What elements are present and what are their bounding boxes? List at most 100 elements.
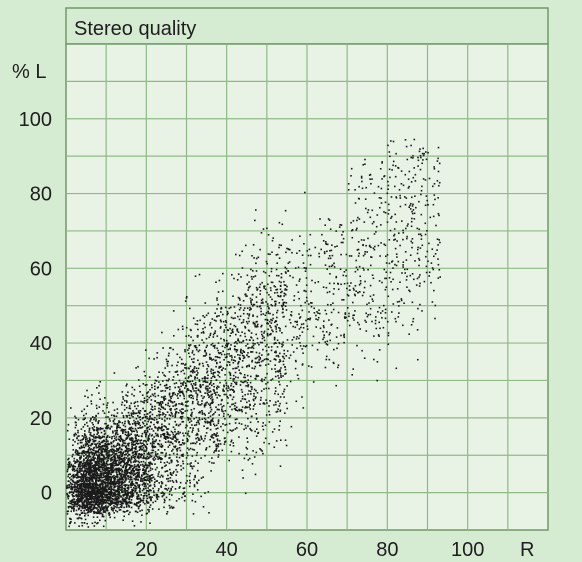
scatter-point xyxy=(135,460,138,462)
scatter-point xyxy=(113,486,115,489)
scatter-point xyxy=(132,495,135,497)
scatter-point xyxy=(350,282,352,284)
scatter-point xyxy=(136,482,138,484)
scatter-point xyxy=(122,416,125,419)
scatter-point xyxy=(312,335,315,338)
scatter-point xyxy=(87,526,90,528)
scatter-point xyxy=(97,508,100,511)
scatter-point xyxy=(380,197,382,199)
scatter-point xyxy=(383,268,386,271)
scatter-point xyxy=(425,265,428,268)
scatter-point xyxy=(248,400,250,402)
scatter-point xyxy=(121,391,124,393)
scatter-point xyxy=(97,412,100,415)
scatter-point xyxy=(262,422,264,424)
scatter-point xyxy=(146,384,148,386)
scatter-point xyxy=(247,352,249,354)
scatter-point xyxy=(176,471,179,473)
scatter-point xyxy=(88,431,90,433)
scatter-point xyxy=(144,479,147,481)
scatter-point xyxy=(108,486,111,489)
scatter-point xyxy=(147,483,149,485)
scatter-point xyxy=(137,484,139,486)
scatter-point xyxy=(421,162,423,165)
scatter-point xyxy=(436,249,438,251)
scatter-point xyxy=(76,505,78,508)
scatter-point xyxy=(402,266,404,268)
scatter-point xyxy=(257,421,259,423)
scatter-point xyxy=(426,230,428,232)
scatter-point xyxy=(118,426,120,429)
scatter-point xyxy=(100,452,102,454)
scatter-point xyxy=(74,488,76,490)
scatter-point xyxy=(184,401,187,403)
scatter-point xyxy=(261,301,264,304)
scatter-point xyxy=(139,490,141,492)
scatter-point xyxy=(261,335,264,337)
scatter-point xyxy=(98,406,101,408)
scatter-point xyxy=(89,475,91,477)
scatter-point xyxy=(171,494,173,496)
scatter-point xyxy=(354,202,357,204)
scatter-point xyxy=(388,151,391,153)
scatter-point xyxy=(181,391,184,394)
scatter-point xyxy=(164,398,167,400)
scatter-point xyxy=(201,402,203,405)
scatter-point xyxy=(109,493,111,496)
scatter-point xyxy=(130,457,133,459)
scatter-point xyxy=(133,484,136,487)
scatter-point xyxy=(223,359,225,361)
scatter-point xyxy=(191,465,193,468)
scatter-point xyxy=(161,425,163,428)
scatter-point xyxy=(125,462,127,465)
scatter-point xyxy=(246,295,248,297)
scatter-point xyxy=(390,140,392,142)
scatter-point xyxy=(167,404,169,407)
scatter-point xyxy=(358,284,361,286)
scatter-point xyxy=(219,361,221,364)
scatter-point xyxy=(238,422,241,425)
scatter-point xyxy=(160,486,162,488)
scatter-point xyxy=(188,435,191,438)
scatter-point xyxy=(136,473,139,476)
scatter-point xyxy=(194,476,196,478)
scatter-point xyxy=(88,459,91,461)
scatter-point xyxy=(85,460,88,462)
scatter-point xyxy=(305,267,307,270)
scatter-point xyxy=(160,396,163,398)
scatter-point xyxy=(222,405,225,407)
scatter-point xyxy=(98,468,100,471)
scatter-point xyxy=(115,509,117,512)
scatter-point xyxy=(118,421,120,424)
scatter-point xyxy=(120,506,123,509)
scatter-point xyxy=(309,263,312,266)
scatter-point xyxy=(149,456,151,458)
scatter-point xyxy=(165,484,167,487)
scatter-point xyxy=(66,487,68,489)
scatter-point xyxy=(156,414,158,417)
scatter-point xyxy=(140,453,142,455)
scatter-point xyxy=(154,432,157,435)
scatter-point xyxy=(271,239,274,242)
scatter-point xyxy=(363,269,365,271)
scatter-point xyxy=(79,441,82,444)
scatter-point xyxy=(216,308,218,310)
scatter-point xyxy=(110,488,112,491)
scatter-point xyxy=(127,457,130,460)
scatter-point xyxy=(103,472,105,474)
scatter-point xyxy=(89,455,92,458)
scatter-point xyxy=(220,403,222,406)
scatter-point xyxy=(212,345,215,347)
scatter-point xyxy=(146,417,149,420)
scatter-point xyxy=(167,354,170,357)
scatter-point xyxy=(119,440,121,442)
scatter-point xyxy=(187,405,189,407)
scatter-point xyxy=(322,338,324,341)
scatter-point xyxy=(188,448,190,451)
scatter-point xyxy=(116,423,119,425)
scatter-point xyxy=(234,356,236,358)
scatter-point xyxy=(126,401,128,403)
scatter-point xyxy=(436,238,439,240)
scatter-point xyxy=(124,491,127,494)
scatter-point xyxy=(214,355,217,358)
